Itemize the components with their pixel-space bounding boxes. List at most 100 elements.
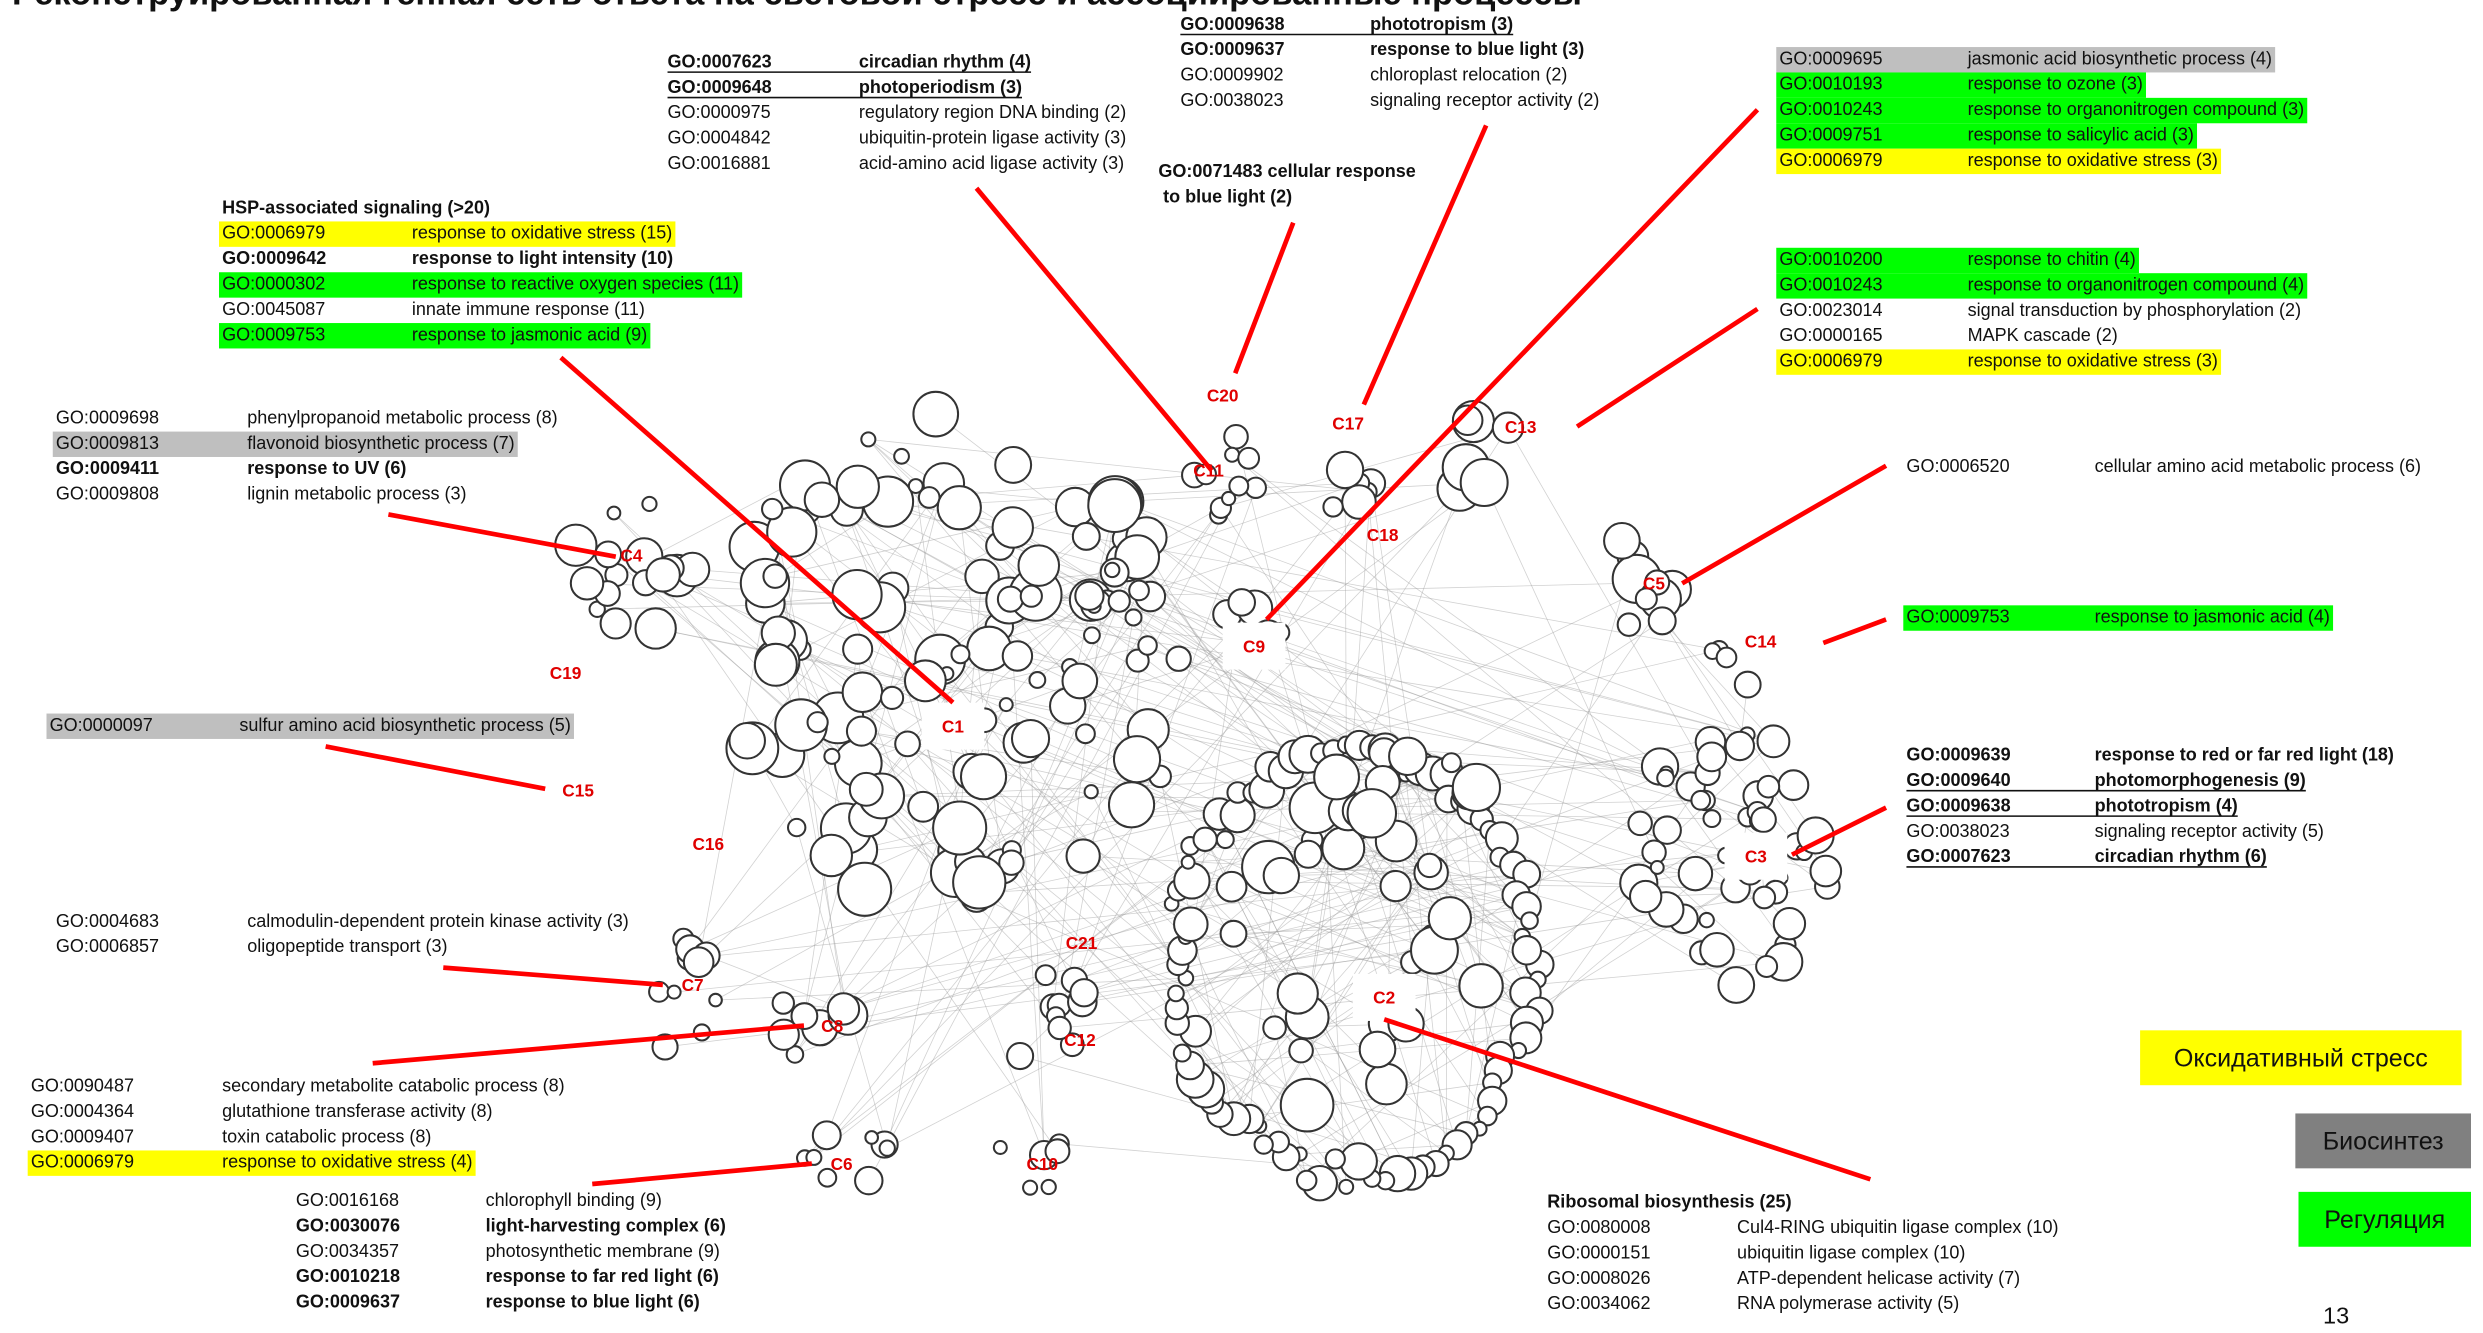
network-edge: [796, 827, 888, 1149]
network-node: [1215, 870, 1248, 903]
go-id: GO:0006520: [1906, 456, 2009, 476]
network-edge: [1055, 491, 1369, 1017]
row-highlight: [27, 1150, 476, 1176]
go-term: response to red or far red light (18): [2095, 745, 2394, 765]
network-edge: [1220, 507, 1385, 754]
network-node: [1034, 964, 1057, 987]
network-edge: [1268, 635, 1667, 774]
go-id: GO:0009637: [1180, 39, 1284, 59]
network-node: [1074, 580, 1105, 611]
network-edge: [1079, 680, 1736, 889]
network-edge: [1185, 934, 1432, 979]
network-node: [599, 607, 632, 640]
go-term: signaling receptor activity (2): [1370, 90, 1599, 110]
network-edge: [1030, 738, 1045, 1156]
cluster-label: C20: [1207, 385, 1239, 405]
go-term: photosynthetic membrane (9): [486, 1241, 720, 1261]
network-node: [1649, 860, 1665, 875]
pointer-line: [592, 1161, 813, 1187]
network-node: [1173, 906, 1209, 943]
network: [554, 390, 1843, 1202]
network-node: [1511, 935, 1543, 966]
go-id: GO:0004364: [31, 1101, 134, 1121]
network-node: [837, 861, 893, 917]
network-edge: [907, 743, 1183, 1054]
go-id: GO:0010200: [1779, 249, 1882, 269]
go-id: GO:0038023: [1180, 90, 1283, 110]
go-block: GO:0009753 response to jasmonic acid (4): [1903, 605, 2334, 631]
network-node: [753, 642, 798, 687]
network-edge: [1501, 589, 1673, 839]
go-block: GO:0010200 response to chitin (4) GO:00102…: [1776, 247, 2308, 375]
network-edge: [783, 814, 1238, 1036]
network-edge: [1106, 600, 1737, 986]
network-node: [761, 497, 784, 521]
go-id: GO:0009751: [1779, 125, 1882, 145]
network-node: [1339, 1142, 1378, 1181]
network-node: [854, 1165, 884, 1196]
go-id: GO:0000165: [1779, 325, 1882, 345]
cluster-box: [1222, 622, 1286, 670]
go-term: response to reactive oxygen species (11): [412, 273, 739, 293]
pointer-line: [1383, 1017, 1872, 1182]
go-term: response to far red light (6): [486, 1266, 719, 1286]
go-term: phototropism (3): [1370, 14, 1513, 34]
go-term: response to UV (6): [247, 458, 406, 478]
go-term: response to oxidative stress (4): [222, 1152, 472, 1172]
network-node: [1699, 932, 1735, 968]
network-node: [1017, 544, 1061, 587]
legend-label: Биосинтез: [2323, 1128, 2444, 1156]
go-id: GO:0006979: [31, 1152, 134, 1172]
block-header: HSP-associated signaling (>20): [222, 197, 490, 217]
network-node: [1001, 640, 1034, 672]
network-node: [998, 697, 1014, 713]
go-id: GO:0009639: [1906, 745, 2010, 765]
go-id: GO:0000151: [1547, 1242, 1650, 1262]
go-term: sulfur amino acid biosynthetic process (…: [239, 715, 570, 735]
network-node: [1603, 522, 1641, 560]
go-id: GO:0009902: [1180, 65, 1283, 85]
legend-swatch: [2295, 1113, 2471, 1169]
go-block: GO:0004683 calmodulin-dependent protein k…: [56, 911, 629, 956]
network-node: [809, 833, 854, 878]
go-term: circadian rhythm (6): [2095, 846, 2267, 866]
row-highlight: [1776, 349, 2222, 375]
network-node: [645, 557, 681, 593]
network-node: [1698, 911, 1715, 929]
network-node: [936, 485, 982, 531]
go-id: GO:0045087: [222, 299, 325, 319]
network-node: [1137, 635, 1158, 656]
network-edge: [886, 850, 953, 1149]
go-term: RNA polymerase activity (5): [1737, 1293, 1959, 1313]
network-edge: [715, 791, 1092, 1001]
row-highlight: [1776, 72, 2146, 98]
go-id: GO:0090487: [31, 1075, 134, 1095]
network-edge: [887, 865, 1430, 1149]
go-term: chlorophyll binding (9): [486, 1190, 662, 1210]
network-node: [1772, 906, 1807, 941]
cluster-label: C13: [1505, 417, 1537, 437]
network-node: [805, 1148, 823, 1166]
go-term: photomorphogenesis (9): [2095, 770, 2306, 790]
row-highlight: [1776, 148, 2222, 175]
network-node: [1427, 896, 1473, 941]
network-node: [880, 685, 905, 710]
go-term: calmodulin-dependent protein kinase acti…: [247, 911, 629, 931]
network-edge: [1011, 660, 1139, 863]
network-edge: [813, 861, 1189, 1158]
network-node: [1733, 670, 1762, 699]
network-node: [998, 849, 1025, 876]
network-node: [1458, 963, 1504, 1009]
go-term: oligopeptide transport (3): [247, 936, 447, 956]
row-highlight: [46, 713, 574, 739]
network-node: [1627, 810, 1653, 837]
network-edge: [1259, 811, 1758, 1127]
go-id: GO:0009753: [1906, 607, 2009, 627]
go-id: GO:0023014: [1779, 300, 1882, 320]
cluster-label: C2: [1373, 988, 1395, 1008]
network-node: [1652, 815, 1682, 845]
network-node: [1253, 1134, 1274, 1155]
go-term: innate immune response (11): [412, 299, 645, 319]
cluster-label: C18: [1367, 525, 1399, 545]
